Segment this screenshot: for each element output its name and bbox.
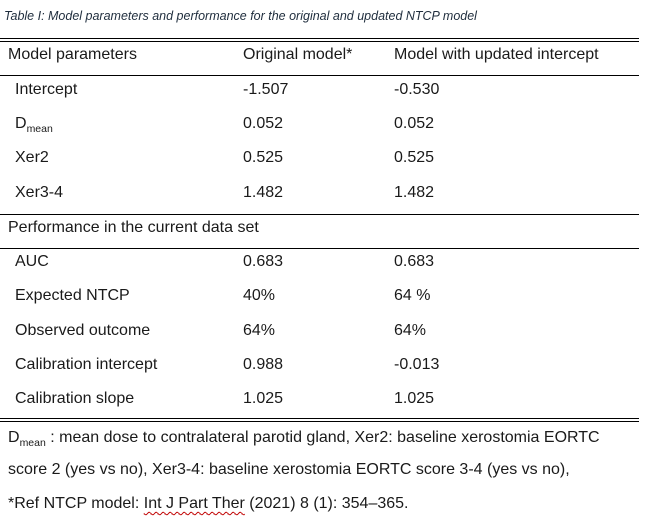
param-row-updated: 0.525 (394, 149, 435, 166)
perf-row-label: Expected NTCP (15, 287, 130, 304)
param-row-original: 1.482 (243, 184, 284, 201)
footnote-line-3: *Ref NTCP model: Int J Part Ther (2021) … (8, 495, 409, 512)
footnote-line-2: score 2 (yes vs no), Xer3-4: baseline xe… (8, 461, 570, 478)
param-row-original: -1.507 (243, 81, 289, 98)
header-updated-intercept: Model with updated intercept (394, 46, 599, 63)
param-row-original: 0.052 (243, 115, 284, 132)
perf-row-label: Observed outcome (15, 322, 151, 339)
perf-row-updated: 0.683 (394, 253, 435, 270)
table-top-border (0, 38, 639, 42)
section-divider-top (0, 214, 639, 215)
section-label-performance: Performance in the current data set (8, 219, 259, 236)
perf-row-original: 64% (243, 322, 276, 339)
perf-row-original: 0.988 (243, 356, 284, 373)
header-divider (0, 75, 639, 76)
param-row-label: Intercept (15, 81, 78, 98)
perf-row-original: 0.683 (243, 253, 284, 270)
param-row-label: Dmean (15, 115, 53, 135)
perf-row-label: Calibration intercept (15, 356, 158, 373)
table-bottom-border (0, 418, 639, 422)
table-caption: Table I: Model parameters and performanc… (4, 9, 477, 23)
perf-row-original: 1.025 (243, 390, 284, 407)
perf-row-updated: 1.025 (394, 390, 435, 407)
journal-reference: Int J Part Ther (143, 495, 245, 512)
footnote-line-1: Dmean : mean dose to contralateral parot… (8, 429, 600, 449)
perf-row-original: 40% (243, 287, 276, 304)
perf-row-label: Calibration slope (15, 390, 135, 407)
param-row-original: 0.525 (243, 149, 284, 166)
param-row-updated: 1.482 (394, 184, 435, 201)
perf-row-updated: 64% (394, 322, 427, 339)
header-original-model: Original model* (243, 46, 353, 63)
param-row-label: Xer2 (15, 149, 49, 166)
header-model-parameters: Model parameters (8, 46, 137, 63)
param-row-updated: 0.052 (394, 115, 435, 132)
perf-row-updated: -0.013 (394, 356, 440, 373)
perf-row-label: AUC (15, 253, 49, 270)
section-divider-bottom (0, 248, 639, 249)
param-row-updated: -0.530 (394, 81, 440, 98)
param-row-label: Xer3-4 (15, 184, 64, 201)
perf-row-updated: 64 % (394, 287, 431, 304)
